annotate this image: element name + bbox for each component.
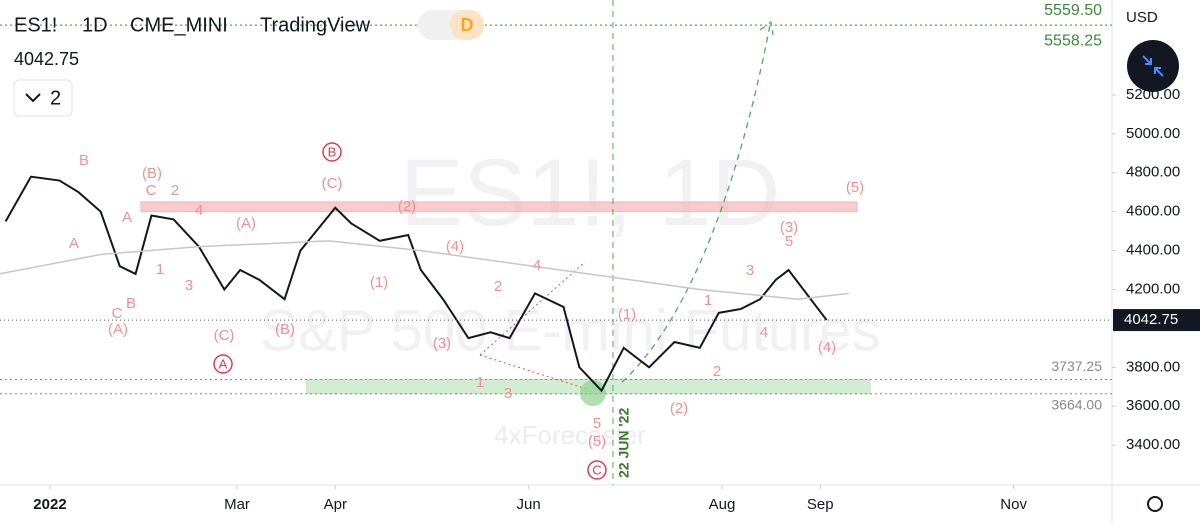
- x-tick-label: Nov: [1000, 496, 1027, 513]
- level-label: 5559.50: [1044, 2, 1102, 19]
- wave-label: A: [219, 356, 228, 371]
- x-tick-label: Sep: [807, 496, 834, 513]
- indicators-toggle[interactable]: [13, 79, 73, 117]
- wave-label: (4): [818, 339, 836, 356]
- y-tick-label: 4200.00: [1126, 280, 1180, 297]
- y-tick-label: 5000.00: [1126, 125, 1180, 142]
- wave-label: 5: [593, 415, 601, 432]
- wave-label: 4: [760, 324, 768, 341]
- wedge-line: [479, 261, 591, 391]
- x-tick-label: Aug: [709, 496, 736, 513]
- wave-circle: [213, 354, 233, 374]
- mode: D: [461, 15, 474, 35]
- symbol: ES1!: [14, 14, 57, 36]
- wave-label: (1): [618, 306, 636, 323]
- wave-label: 4: [533, 257, 541, 274]
- wave-label: A: [69, 235, 79, 252]
- x-tick-label: Mar: [224, 496, 250, 513]
- y-tick-label: 3600.00: [1126, 397, 1180, 414]
- exchange: CME_MINI: [130, 14, 228, 36]
- y-tick-label: 3800.00: [1126, 358, 1180, 375]
- wave-label: 3: [504, 385, 512, 402]
- wave-label: C: [592, 462, 601, 477]
- wave-label: (A): [108, 321, 128, 338]
- chevron: [25, 93, 41, 103]
- wave-label: 1: [476, 374, 484, 391]
- y-tick-label: 3400.00: [1126, 436, 1180, 453]
- level-label: 3737.25: [1051, 358, 1102, 374]
- pivot-dot: [580, 380, 606, 406]
- watermark: ES1!, 1D: [400, 140, 780, 246]
- wave-label: 3: [746, 262, 754, 279]
- indicators-count: 2: [50, 87, 61, 109]
- wave-label: (5): [588, 433, 606, 450]
- settings-icon[interactable]: [1147, 496, 1163, 512]
- wave-circle: [587, 460, 607, 480]
- wave-label: 2: [713, 363, 721, 380]
- wave-label: 4: [195, 202, 203, 219]
- wave-label: 5: [785, 233, 793, 250]
- y-tick-label: 4600.00: [1126, 203, 1180, 220]
- wave-label: 2: [171, 182, 179, 199]
- wave-label: B: [126, 295, 136, 312]
- wave-label: B: [79, 152, 89, 169]
- wave-label: 3: [185, 277, 193, 294]
- interval: 1D: [82, 14, 108, 36]
- projection-arrow: [621, 20, 774, 383]
- wave-label: (C): [322, 175, 343, 192]
- wave-label: C: [146, 182, 157, 199]
- source: TradingView: [260, 14, 371, 36]
- level-label: 3664.00: [1051, 396, 1102, 412]
- collapse-button[interactable]: [1127, 40, 1179, 92]
- wave-label: (4): [446, 238, 464, 255]
- currency[interactable]: USD: [1126, 9, 1158, 26]
- wave-label: (C): [214, 327, 235, 344]
- x-tick-label: 2022: [33, 496, 66, 513]
- wave-label: (3): [433, 335, 451, 352]
- y-tick-label: 4800.00: [1126, 164, 1180, 181]
- event-label: 22 JUN '22: [616, 408, 632, 478]
- wave-label: 1: [704, 292, 712, 309]
- wave-label: B: [328, 144, 337, 159]
- wave-label: (B): [275, 321, 295, 338]
- level-label: 5558.25: [1044, 32, 1102, 49]
- wave-label: 2: [494, 278, 502, 295]
- last-value: 4042.75: [14, 49, 79, 69]
- collapse-icon: [1142, 55, 1164, 77]
- wave-label: A: [122, 209, 132, 226]
- price-line: [0, 240, 849, 300]
- wave-label: C: [112, 305, 123, 322]
- wave-label: (2): [398, 198, 416, 215]
- wave-label: 1: [156, 261, 164, 278]
- wave-label: (1): [370, 274, 388, 291]
- y-tick-label: 4400.00: [1126, 242, 1180, 259]
- wave-label: (3): [780, 219, 798, 236]
- wave-label: (A): [236, 215, 256, 232]
- price-line: [4, 175, 828, 393]
- x-tick-label: Jun: [517, 496, 541, 513]
- wave-circle: [322, 142, 342, 162]
- wave-label: (5): [846, 179, 864, 196]
- wave-label: (B): [142, 165, 162, 182]
- watermark: 4xForecaster: [494, 420, 646, 450]
- last-price-box: [1113, 309, 1200, 332]
- last-price-label: 4042.75: [1124, 311, 1178, 328]
- x-tick-label: Apr: [324, 496, 347, 513]
- mode-badge: [450, 10, 484, 40]
- zone: [140, 201, 858, 213]
- y-tick-label: 5200.00: [1126, 86, 1180, 103]
- wave-label: (2): [670, 400, 688, 417]
